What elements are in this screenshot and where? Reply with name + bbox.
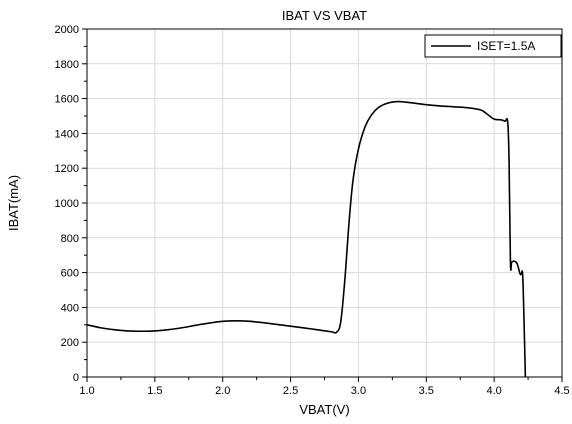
y-tick-label: 400 [61, 302, 79, 314]
x-tick-label: 3.0 [351, 385, 366, 397]
y-tick-label: 1600 [55, 94, 79, 106]
x-axis-title: VBAT(V) [299, 402, 349, 417]
x-tick-label: 1.5 [147, 385, 162, 397]
x-tick-label: 4.0 [486, 385, 501, 397]
legend-box [424, 34, 562, 58]
y-tick-label: 200 [61, 337, 79, 349]
y-tick-label: 600 [61, 268, 79, 280]
series-line-iset-1-5a [86, 100, 527, 378]
grid-layer [87, 29, 562, 377]
y-tick-label: 2000 [55, 24, 79, 36]
x-tick-label: 2.5 [283, 385, 298, 397]
ticks-layer: 1.0 1.5 2.0 2.5 3.0 3.5 4.0 4.5 0 200 400 600 800 100… [55, 24, 570, 397]
series-layer [86, 100, 527, 378]
legend: ISET=1.5A [424, 34, 562, 58]
y-tick-label: 1000 [55, 198, 79, 210]
chart-title: IBAT VS VBAT [282, 8, 367, 23]
x-tick-label: 2.0 [215, 385, 230, 397]
y-tick-label: 1400 [55, 128, 79, 140]
legend-label-iset-1-5a: ISET=1.5A [477, 39, 535, 53]
y-tick-label: 0 [73, 372, 79, 384]
x-tick-label: 1.0 [79, 385, 94, 397]
x-tick-label: 4.5 [554, 385, 569, 397]
x-tick-label: 3.5 [419, 385, 434, 397]
y-tick-label: 800 [61, 233, 79, 245]
y-tick-label: 1800 [55, 59, 79, 71]
y-tick-label: 1200 [55, 163, 79, 175]
y-axis-title: IBAT(mA) [6, 175, 21, 231]
